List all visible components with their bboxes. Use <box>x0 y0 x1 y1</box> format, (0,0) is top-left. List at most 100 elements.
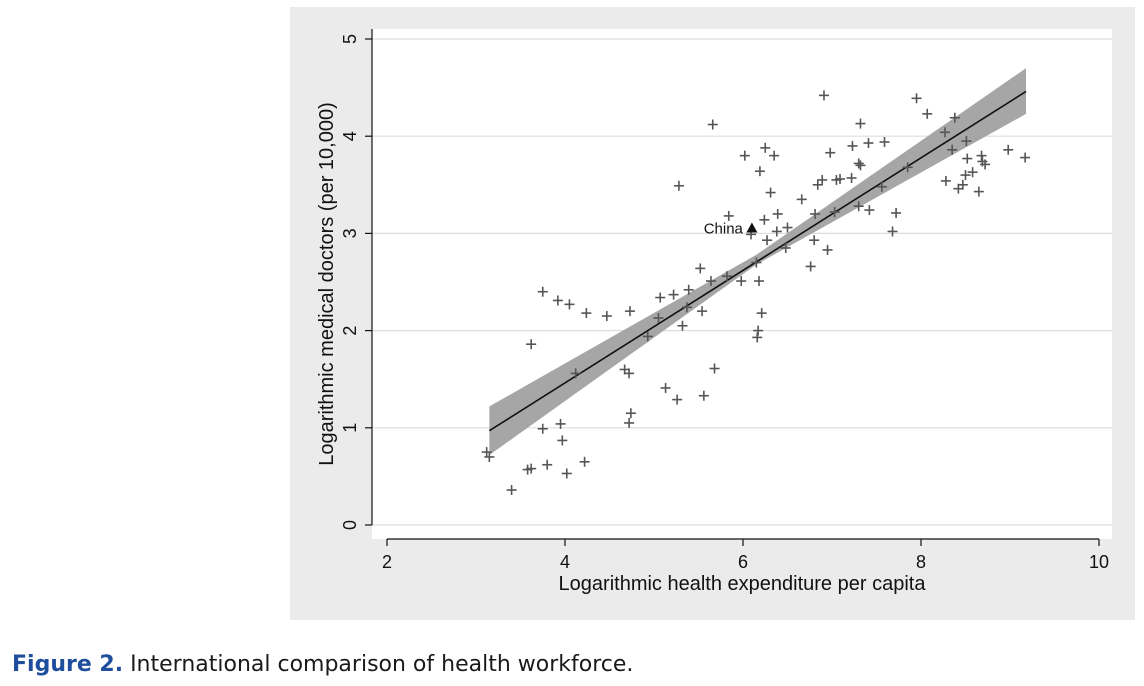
y-tick-label-3: 3 <box>340 228 360 238</box>
data-point-98 <box>976 150 987 161</box>
data-point-101 <box>1003 144 1014 155</box>
data-point-32 <box>681 302 692 313</box>
data-point-87 <box>940 127 951 138</box>
data-point-7 <box>537 423 548 434</box>
data-point-67 <box>822 244 833 255</box>
caption-text: International comparison of health workf… <box>123 652 634 677</box>
data-point-2 <box>484 451 495 462</box>
data-point-51 <box>759 214 770 225</box>
tick-labels: 0 1 2 3 4 5 2 4 6 8 10 <box>340 34 1109 572</box>
data-point-38 <box>707 119 718 130</box>
data-point-69 <box>829 207 840 218</box>
china-marker <box>746 222 758 233</box>
figure-label: Figure 2. <box>12 652 124 677</box>
data-point-29 <box>672 394 683 405</box>
annotations: China <box>704 221 758 238</box>
data-point-79 <box>864 205 875 216</box>
data-point-93 <box>960 170 971 181</box>
data-points <box>481 90 1031 496</box>
data-point-100 <box>980 159 991 170</box>
y-tick-label-4: 4 <box>340 131 360 141</box>
data-point-33 <box>683 284 694 295</box>
data-point-48 <box>753 325 764 336</box>
data-point-58 <box>780 242 791 253</box>
data-point-41 <box>723 210 734 221</box>
data-point-5 <box>526 463 537 474</box>
x-tick-label-8: 8 <box>916 552 926 572</box>
data-point-17 <box>581 308 592 319</box>
data-point-95 <box>962 153 973 164</box>
china-label: China <box>704 221 744 238</box>
data-point-81 <box>879 137 890 148</box>
data-point-8 <box>537 286 548 297</box>
data-point-34 <box>695 263 706 274</box>
data-point-12 <box>552 295 563 306</box>
data-point-37 <box>705 276 716 287</box>
y-tick-label-1: 1 <box>340 423 360 433</box>
y-tick-label-0: 0 <box>340 520 360 530</box>
y-tick-label-2: 2 <box>340 326 360 336</box>
data-point-59 <box>782 222 793 233</box>
data-point-78 <box>863 138 874 149</box>
data-point-92 <box>957 179 968 190</box>
data-point-3 <box>506 485 517 496</box>
data-point-11 <box>557 435 568 446</box>
data-point-61 <box>805 261 816 272</box>
data-point-56 <box>772 208 783 219</box>
data-point-83 <box>891 207 902 218</box>
data-point-74 <box>853 201 864 212</box>
data-point-60 <box>796 194 807 205</box>
data-point-24 <box>642 331 653 342</box>
data-point-9 <box>542 459 553 470</box>
data-point-82 <box>887 226 898 237</box>
data-point-40 <box>721 271 732 282</box>
data-point-84 <box>902 162 913 173</box>
data-point-97 <box>973 186 984 197</box>
data-point-16 <box>579 456 590 467</box>
data-point-15 <box>570 368 581 379</box>
data-point-35 <box>697 306 708 317</box>
fit-line <box>488 90 1027 432</box>
data-point-85 <box>911 93 922 104</box>
data-point-18 <box>601 311 612 322</box>
data-point-76 <box>855 160 866 171</box>
data-point-26 <box>655 292 666 303</box>
data-point-14 <box>564 299 575 310</box>
data-point-31 <box>677 320 688 331</box>
figure-panel: 0 1 2 3 4 5 2 4 6 8 10 China Logarithmic health ex… <box>290 7 1135 620</box>
data-point-71 <box>835 173 846 184</box>
x-axis-title: Logarithmic health expenditure per capit… <box>559 573 927 595</box>
figure-caption: Figure 2. International comparison of he… <box>12 652 633 677</box>
data-point-88 <box>940 175 951 186</box>
data-point-62 <box>809 235 820 246</box>
data-point-30 <box>673 180 684 191</box>
data-point-66 <box>818 90 829 101</box>
data-point-52 <box>760 142 771 153</box>
data-point-45 <box>751 257 762 268</box>
x-tick-label-6: 6 <box>738 552 748 572</box>
data-point-73 <box>847 140 858 151</box>
data-point-63 <box>810 208 821 219</box>
data-point-10 <box>555 418 566 429</box>
data-point-50 <box>756 308 767 319</box>
data-point-54 <box>765 187 776 198</box>
data-point-90 <box>949 112 960 123</box>
data-point-68 <box>825 147 836 158</box>
data-point-86 <box>922 108 933 119</box>
data-point-13 <box>561 468 572 479</box>
data-point-57 <box>771 226 782 237</box>
data-point-21 <box>624 417 635 428</box>
data-point-49 <box>754 166 765 177</box>
data-point-23 <box>624 306 635 317</box>
data-point-25 <box>653 312 664 323</box>
data-point-94 <box>961 136 972 147</box>
data-point-36 <box>698 390 709 401</box>
data-point-47 <box>754 276 765 287</box>
x-tick-label-4: 4 <box>560 552 570 572</box>
x-tick-label-2: 2 <box>382 552 392 572</box>
data-point-80 <box>876 181 887 192</box>
x-tick-label-10: 10 <box>1089 552 1109 572</box>
y-axis-title: Logarithmic medical doctors (per 10,000) <box>316 102 338 466</box>
scatter-chart: 0 1 2 3 4 5 2 4 6 8 10 China Logarithmic health ex… <box>316 29 1112 595</box>
data-point-42 <box>736 276 747 287</box>
